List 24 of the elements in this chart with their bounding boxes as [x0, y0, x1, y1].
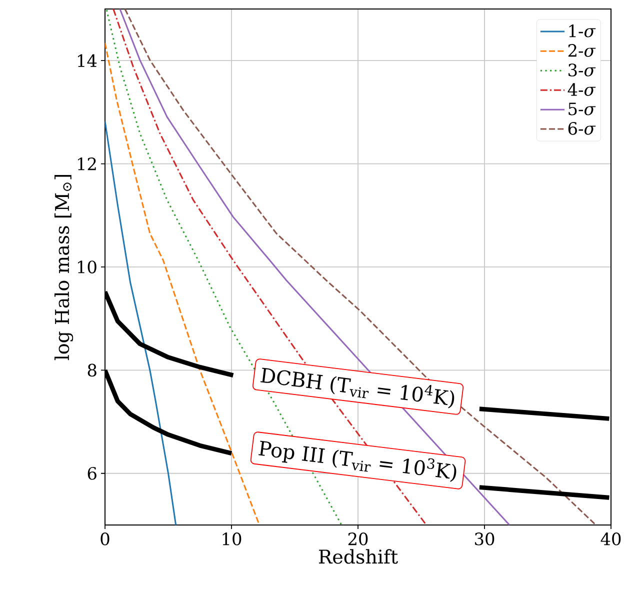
legend-label: 3-σ [568, 64, 596, 76]
legend-label: 4-σ [568, 83, 596, 96]
y-tick-label: 10 [78, 260, 96, 274]
x-tick-label: 10 [222, 532, 242, 546]
x-tick-label: 40 [600, 532, 621, 546]
legend-label: 1-σ [569, 24, 596, 38]
x-tick-label: 30 [475, 532, 494, 546]
line-series [124, 8, 597, 525]
line-series [105, 120, 177, 525]
y-tick-label: 12 [78, 157, 96, 170]
annotation: Pop III (T$_{vir}$ = 10$^{3}$K) [258, 440, 456, 482]
y-tick-label: 14 [78, 54, 97, 67]
y-axis-title: log Halo mass [M$_{⊙}$] [54, 174, 74, 360]
x-axis-title: Redshift [318, 549, 398, 564]
legend-label: 6-σ [568, 122, 596, 135]
legend-label: 2-σ [568, 44, 596, 57]
y-tick-label: 8 [88, 364, 96, 377]
line-series [105, 42, 260, 525]
x-tick-label: 20 [348, 532, 368, 546]
line-series [119, 8, 510, 525]
x-tick-label: 0 [100, 532, 110, 546]
legend-label: 5-σ [568, 102, 596, 116]
y-tick-label: 6 [88, 466, 96, 480]
annotation: DCBH (T$_{vir}$ = 10$^{4}$K) [260, 368, 454, 408]
